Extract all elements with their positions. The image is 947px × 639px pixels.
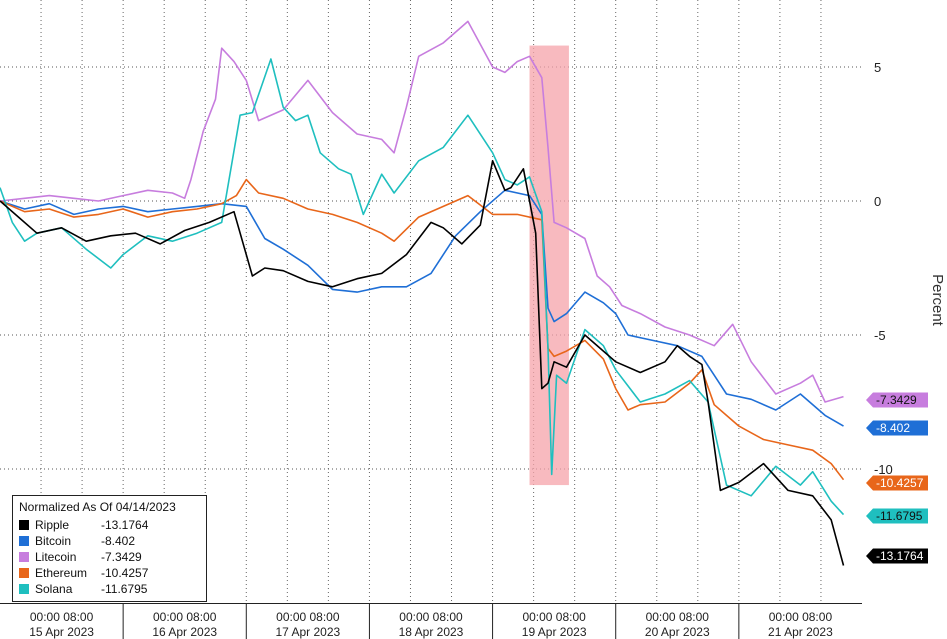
x-tick-date: 15 Apr 2023 xyxy=(29,625,94,639)
y-tick-label: -10 xyxy=(874,462,893,477)
x-tick-time: 00:00 08:00 xyxy=(769,610,833,624)
legend-name: Ripple xyxy=(35,518,70,532)
y-tick-label: 0 xyxy=(874,194,881,209)
end-label-ethereum: -10.4257 xyxy=(866,475,928,491)
end-label-tag xyxy=(866,475,928,491)
series-line-ripple xyxy=(0,160,845,566)
end-label-value: -13.1764 xyxy=(876,549,924,563)
legend-swatch-ethereum xyxy=(19,568,29,578)
legend-row: Bitcoin -8.402 xyxy=(19,533,200,549)
x-tick-date: 16 Apr 2023 xyxy=(152,625,217,639)
x-tick-time: 00:00 08:00 xyxy=(399,610,463,624)
series-line-litecoin xyxy=(0,20,844,403)
end-label-solana: -11.6795 xyxy=(866,508,928,524)
legend-value: -10.4257 xyxy=(101,566,149,580)
highlight-band xyxy=(529,45,569,486)
y-tick-label: -5 xyxy=(874,328,886,343)
end-label-bitcoin: -8.402 xyxy=(866,420,928,436)
series-layer xyxy=(0,20,845,566)
end-label-ripple: -13.1764 xyxy=(866,548,928,564)
highlight-layer xyxy=(529,45,569,486)
legend-row: Ethereum -10.4257 xyxy=(19,565,200,581)
y-axis-label: Percent xyxy=(929,274,946,327)
end-label-layer: -7.3429 -8.402 -10.4257 -11.6795 -13.1764 xyxy=(866,392,928,564)
legend-value: -13.1764 xyxy=(101,518,149,532)
x-tick-date: 17 Apr 2023 xyxy=(275,625,340,639)
x-tick-time: 00:00 08:00 xyxy=(522,610,586,624)
legend-swatch-litecoin xyxy=(19,552,29,562)
x-tick-time: 00:00 08:00 xyxy=(646,610,710,624)
legend-row: Litecoin -7.3429 xyxy=(19,549,200,565)
legend-swatch-bitcoin xyxy=(19,536,29,546)
legend-value: -8.402 xyxy=(101,534,136,548)
series-line-ethereum xyxy=(0,178,845,481)
legend: Normalized As Of 04/14/2023 Ripple -13.1… xyxy=(12,495,207,602)
legend-title: Normalized As Of 04/14/2023 xyxy=(19,500,176,514)
end-label-tag xyxy=(866,508,928,524)
end-label-value: -11.6795 xyxy=(876,509,923,523)
legend-name: Bitcoin xyxy=(35,534,72,548)
x-tick-date: 19 Apr 2023 xyxy=(522,625,587,639)
x-tick-date: 21 Apr 2023 xyxy=(768,625,833,639)
x-tick-date: 20 Apr 2023 xyxy=(645,625,710,639)
legend-name: Ethereum xyxy=(35,566,88,580)
legend-value: -7.3429 xyxy=(101,550,142,564)
legend-value: -11.6795 xyxy=(101,582,148,596)
legend-name: Solana xyxy=(35,582,73,596)
y-tick-label: 5 xyxy=(874,60,881,75)
end-label-tag xyxy=(866,420,928,436)
end-label-tag xyxy=(866,548,928,564)
legend-swatch-solana xyxy=(19,584,29,594)
end-label-value: -10.4257 xyxy=(876,476,924,490)
series-line-solana xyxy=(0,58,845,516)
end-label-value: -8.402 xyxy=(876,421,910,435)
series-line-bitcoin xyxy=(0,189,844,427)
end-label-value: -7.3429 xyxy=(876,393,917,407)
x-tick-date: 18 Apr 2023 xyxy=(399,625,464,639)
legend-name: Litecoin xyxy=(35,550,77,564)
end-label-litecoin: -7.3429 xyxy=(866,392,928,408)
end-label-tag xyxy=(866,392,928,408)
legend-row: Solana -11.6795 xyxy=(19,581,200,597)
legend-swatch-ripple xyxy=(19,520,29,530)
x-tick-time: 00:00 08:00 xyxy=(276,610,340,624)
x-tick-time: 00:00 08:00 xyxy=(30,610,94,624)
legend-row: Ripple -13.1764 xyxy=(19,517,200,533)
x-tick-time: 00:00 08:00 xyxy=(153,610,217,624)
